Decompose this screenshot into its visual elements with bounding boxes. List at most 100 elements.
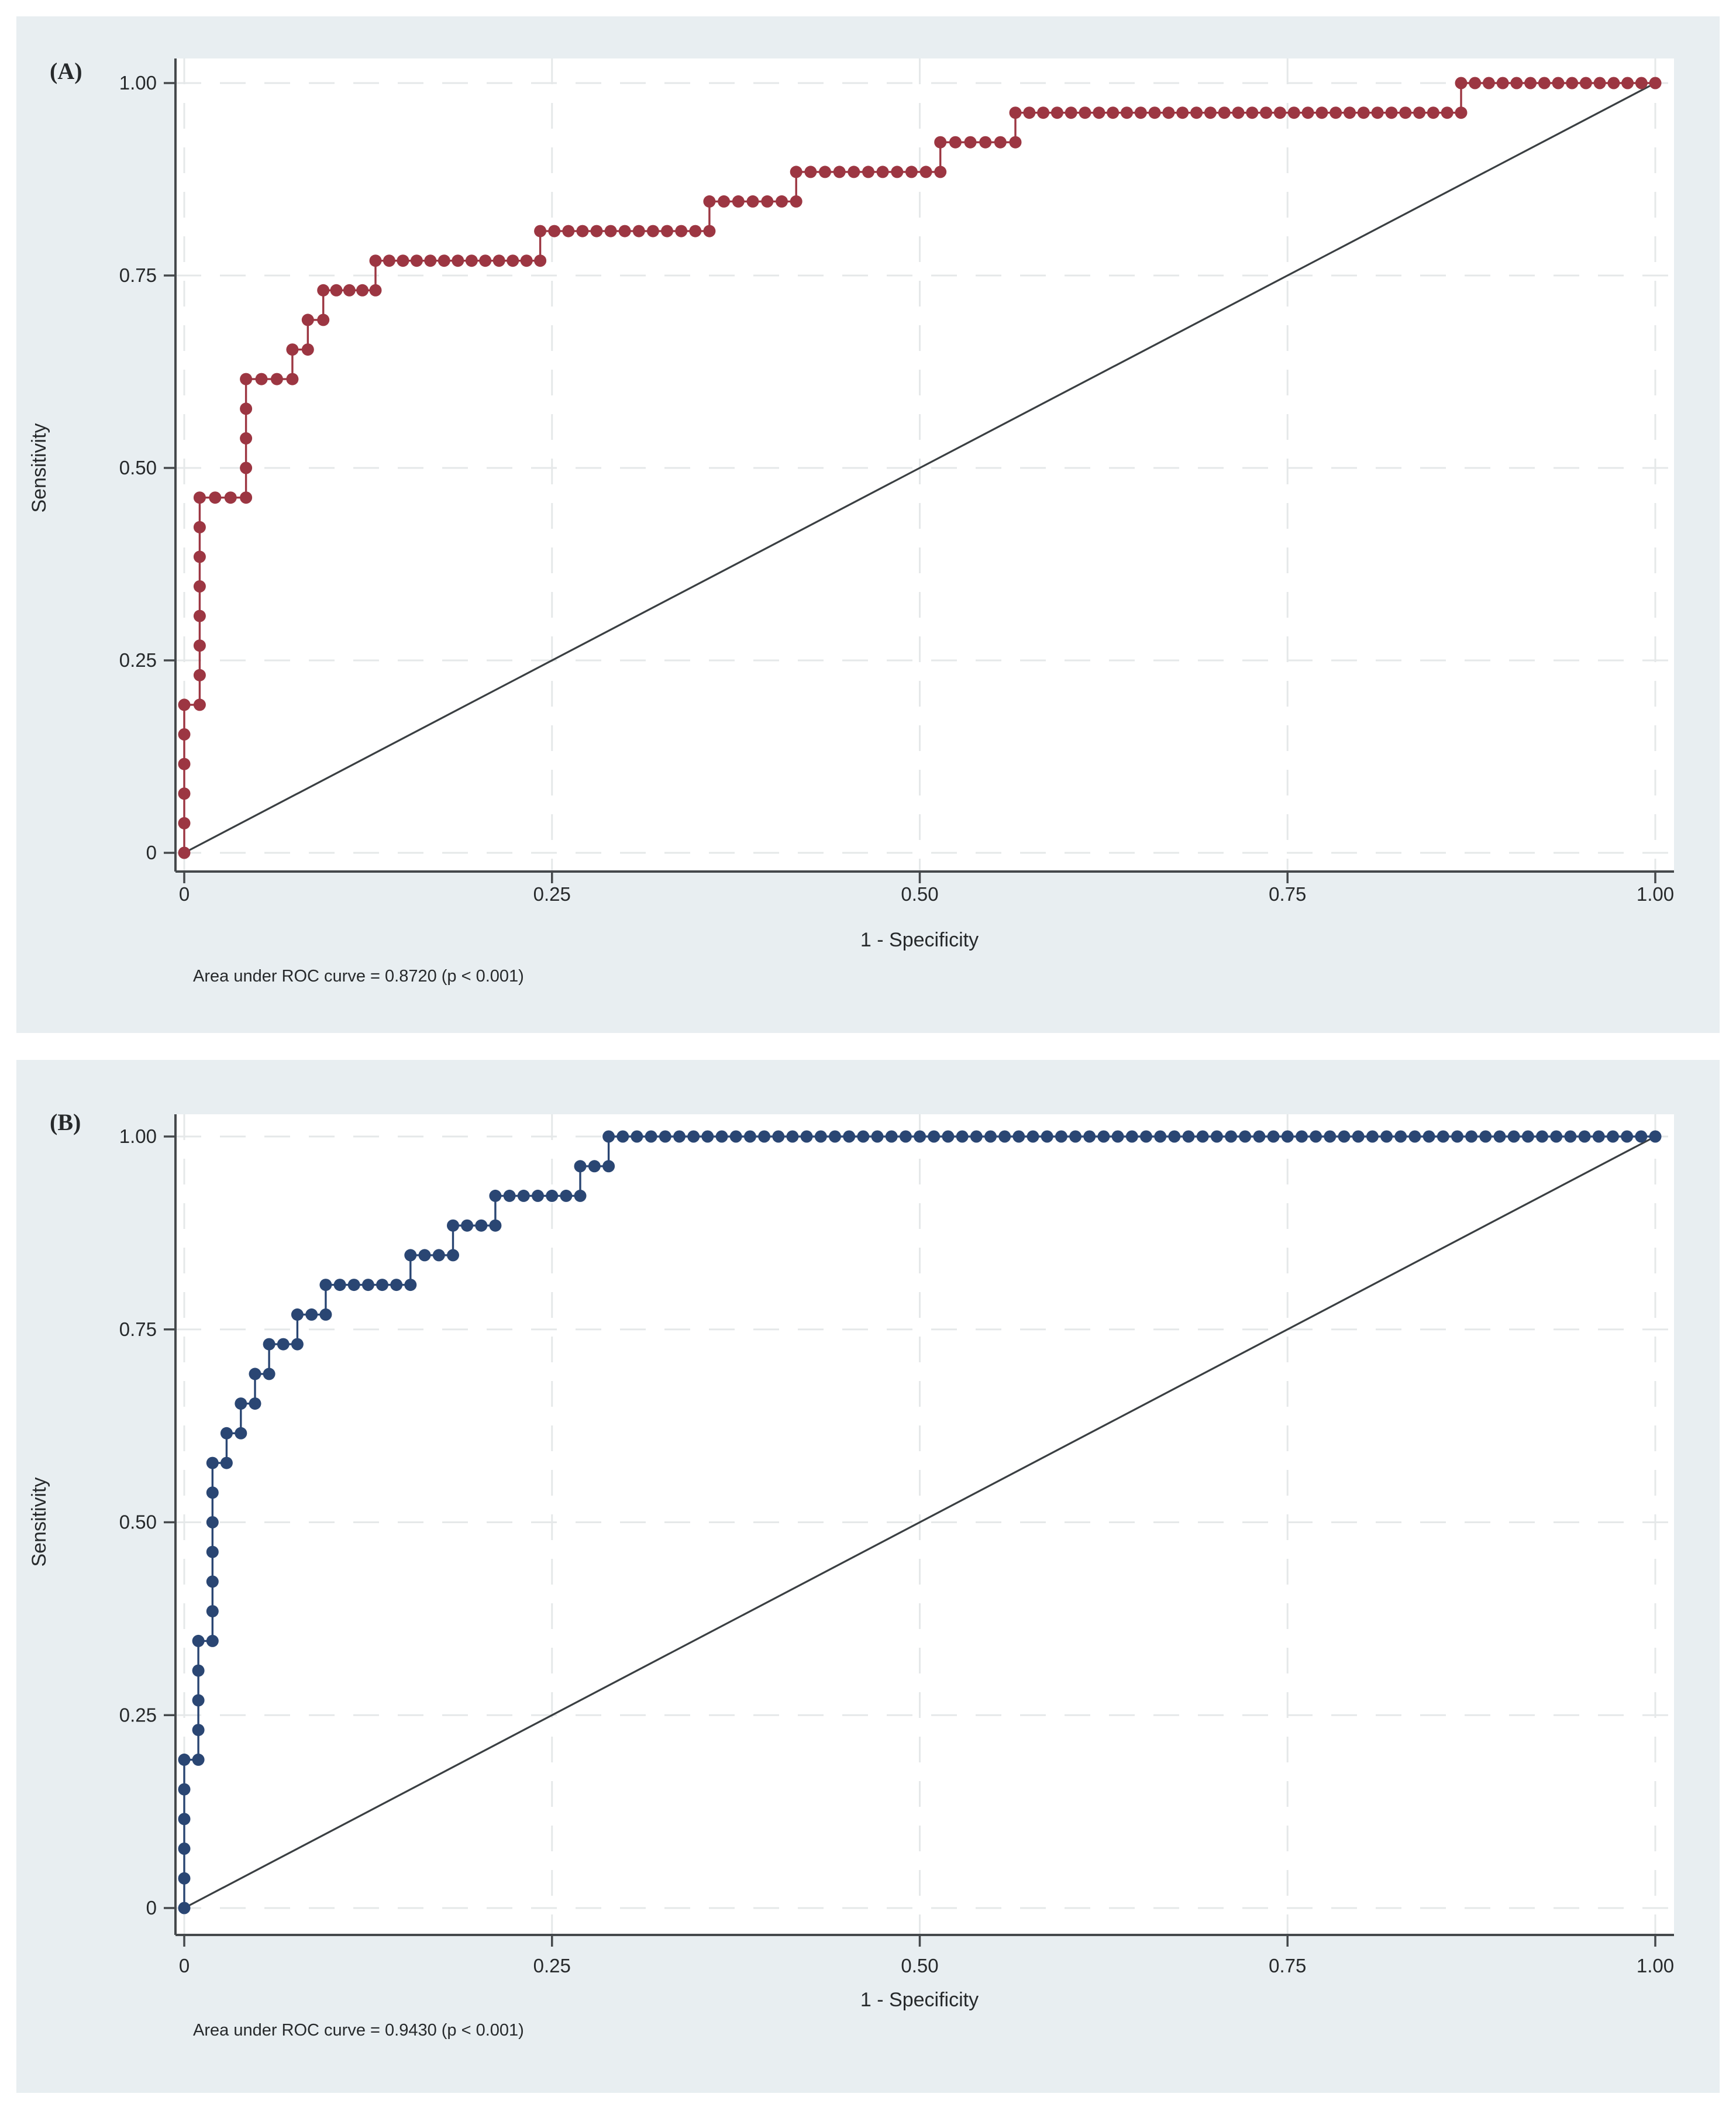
roc-point	[206, 1516, 219, 1528]
roc-point	[1479, 1130, 1492, 1143]
roc-point	[857, 1130, 870, 1143]
roc-point	[192, 1694, 205, 1707]
roc-point	[758, 1130, 771, 1143]
roc-point	[1093, 106, 1105, 119]
y-tick-label: 1.00	[119, 1125, 157, 1147]
roc-point	[919, 166, 932, 178]
roc-point	[645, 1130, 657, 1143]
roc-point	[418, 1249, 431, 1262]
roc-point	[618, 225, 631, 237]
roc-point	[178, 757, 191, 770]
roc-point	[979, 136, 992, 149]
roc-point	[689, 225, 702, 237]
roc-point	[1121, 106, 1133, 119]
roc-point	[1097, 1130, 1110, 1143]
roc-point	[1310, 1130, 1322, 1143]
roc-point	[1592, 1130, 1605, 1143]
roc-point	[687, 1130, 700, 1143]
roc-point	[1287, 106, 1300, 119]
roc-point	[885, 1130, 898, 1143]
roc-point	[914, 1130, 926, 1143]
roc-point	[1357, 106, 1370, 119]
roc-point	[193, 639, 206, 652]
roc-point	[1162, 106, 1175, 119]
roc-point	[1296, 1130, 1308, 1143]
roc-point	[1536, 1130, 1548, 1143]
plot-area	[175, 1114, 1674, 1935]
roc-point	[546, 1189, 559, 1202]
roc-point	[560, 1189, 573, 1202]
roc-point	[949, 136, 962, 149]
roc-point	[206, 1575, 219, 1588]
roc-point	[1239, 1130, 1252, 1143]
roc-point	[1324, 1130, 1337, 1143]
roc-point	[319, 1279, 332, 1292]
roc-point	[192, 1664, 205, 1677]
roc-point	[178, 728, 191, 741]
roc-point	[1635, 1130, 1648, 1143]
axes	[174, 58, 1674, 873]
roc-point	[1621, 1130, 1634, 1143]
roc-point	[1315, 106, 1328, 119]
roc-point	[829, 1130, 841, 1143]
x-tick-label: 0	[179, 1955, 190, 1976]
roc-point	[1281, 1130, 1294, 1143]
roc-point	[193, 521, 206, 533]
roc-point	[534, 254, 547, 267]
roc-point	[452, 254, 464, 267]
roc-point	[404, 1279, 417, 1292]
roc-point	[503, 1189, 516, 1202]
roc-point	[286, 373, 299, 385]
y-tick-label: 0.50	[119, 457, 157, 478]
roc-point	[249, 1397, 261, 1410]
roc-point	[574, 1160, 587, 1173]
roc-point	[1371, 106, 1384, 119]
roc-point	[1482, 77, 1495, 89]
roc-point	[602, 1160, 615, 1173]
roc-point	[410, 254, 423, 267]
roc-point	[1408, 1130, 1421, 1143]
roc-point	[942, 1130, 955, 1143]
auc-caption: Area under ROC curve = 0.9430 (p < 0.001…	[193, 2021, 524, 2040]
roc-point	[1023, 106, 1036, 119]
roc-point	[562, 225, 575, 237]
roc-point	[492, 254, 505, 267]
roc-point	[270, 373, 283, 385]
roc-point	[1399, 106, 1412, 119]
roc-point	[1469, 77, 1482, 89]
roc-point	[1593, 77, 1606, 89]
roc-point	[178, 1843, 191, 1855]
x-tick-label: 1.00	[1637, 1955, 1674, 1976]
roc-point	[1218, 106, 1231, 119]
roc-point	[1521, 1130, 1534, 1143]
roc-point	[729, 1130, 742, 1143]
roc-point	[1607, 1130, 1619, 1143]
roc-point	[776, 195, 788, 208]
roc-point	[206, 1456, 219, 1469]
chart-layers-b: 0 0.25 0.50 0.75 1.00 0 0.25 0.50 0.75 1.00	[16, 1060, 1720, 2093]
roc-point	[703, 195, 716, 208]
roc-point	[703, 225, 716, 237]
axes	[174, 1114, 1674, 1936]
roc-point	[1041, 1130, 1053, 1143]
roc-point	[356, 284, 369, 297]
roc-point	[956, 1130, 969, 1143]
roc-point	[1037, 106, 1050, 119]
roc-point	[616, 1130, 629, 1143]
panel-tag-b: (B)	[50, 1109, 81, 1135]
x-tick-label: 0.25	[533, 883, 571, 905]
roc-point	[701, 1130, 714, 1143]
roc-point	[178, 1753, 191, 1766]
roc-point	[1009, 136, 1022, 149]
roc-point	[193, 669, 206, 681]
reference-line	[184, 1135, 1656, 1909]
roc-point	[588, 1160, 601, 1173]
roc-point	[465, 254, 478, 267]
roc-point	[632, 225, 645, 237]
roc-point	[209, 491, 222, 504]
roc-point	[240, 402, 253, 415]
roc-point	[1012, 1130, 1025, 1143]
roc-point	[1649, 1130, 1662, 1143]
roc-point	[192, 1634, 205, 1647]
roc-point	[1182, 1130, 1195, 1143]
